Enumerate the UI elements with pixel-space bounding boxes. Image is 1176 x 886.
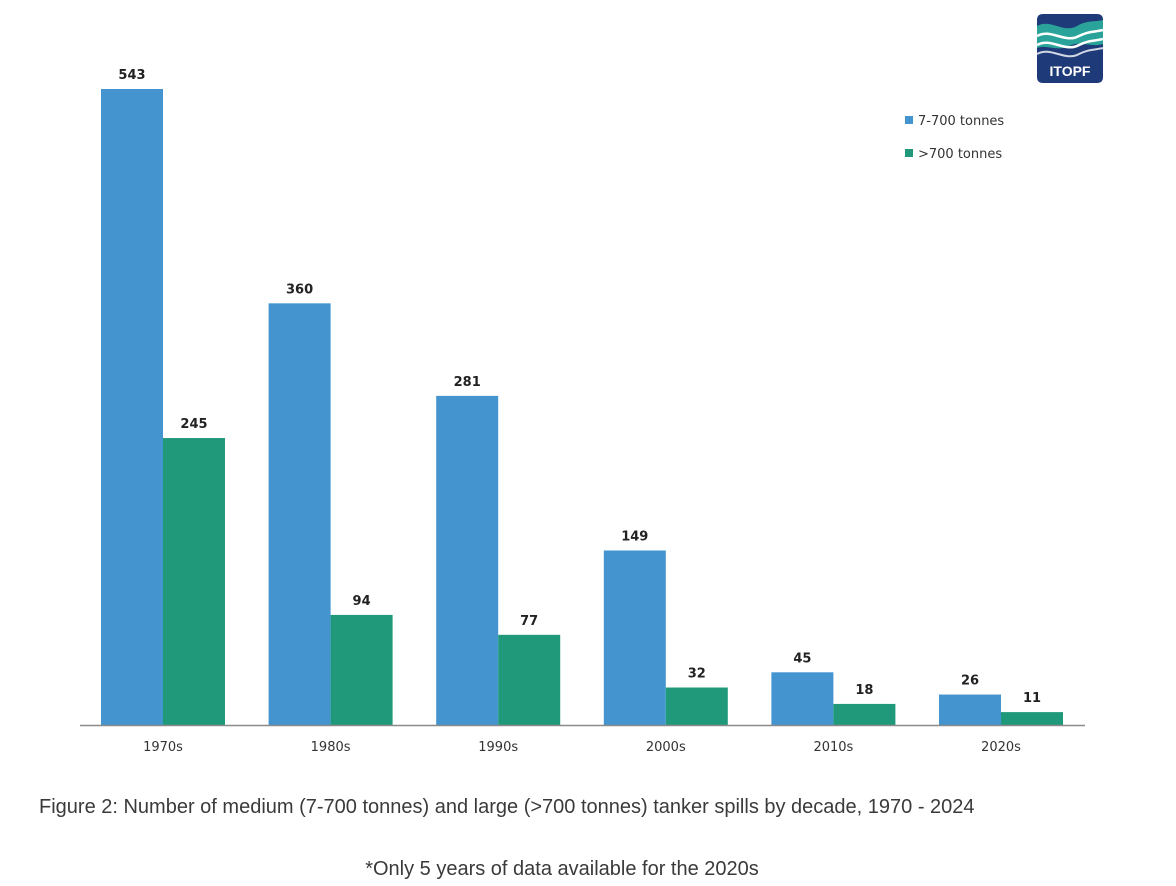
data-label-medium-2000s: 149 [621, 529, 648, 544]
data-label-medium-2010s: 45 [793, 651, 811, 666]
x-tick-label-2000s: 2000s [646, 740, 686, 755]
logo-wave-light-1 [1037, 28, 1103, 40]
itopf-logo: ITOPF [1037, 14, 1103, 83]
bar-large-1980s [330, 614, 393, 725]
legend-swatch-large [905, 149, 913, 157]
legend-label-large: >700 tonnes [918, 147, 1002, 162]
data-label-large-2020s: 11 [1023, 691, 1041, 706]
bar-medium-2000s [603, 550, 666, 725]
figure-caption: Figure 2: Number of medium (7-700 tonnes… [39, 796, 975, 818]
data-label-medium-1990s: 281 [454, 375, 481, 390]
bar-large-2020s [1001, 712, 1063, 725]
logo-text: ITOPF [1050, 63, 1091, 79]
x-tick-label-2010s: 2010s [813, 740, 853, 755]
bar-large-1990s [498, 634, 561, 725]
chart: 543 245 1970s 360 94 1980s 281 77 1990s 149 32 2000… [80, 68, 1085, 755]
bar-large-2010s [833, 703, 896, 725]
bar-medium-1980s [268, 303, 331, 725]
data-label-medium-1980s: 360 [286, 282, 313, 297]
x-tick-label-1970s: 1970s [143, 740, 183, 755]
data-label-large-2010s: 18 [855, 683, 873, 698]
bar-medium-1970s [101, 89, 163, 725]
data-label-large-1980s: 94 [353, 594, 371, 609]
bar-large-1970s [163, 438, 225, 725]
logo-wave-light-2 [1037, 37, 1103, 49]
x-tick-label-1980s: 1980s [311, 740, 351, 755]
legend-swatch-medium [905, 116, 913, 124]
bar-medium-2010s [771, 672, 834, 725]
legend-label-medium: 7-700 tonnes [918, 114, 1004, 129]
data-label-medium-1970s: 543 [118, 68, 145, 83]
x-tick-label-1990s: 1990s [478, 740, 518, 755]
data-label-large-1990s: 77 [520, 614, 538, 629]
bar-medium-2020s [939, 694, 1001, 725]
data-label-large-2000s: 32 [688, 667, 706, 682]
data-label-large-1970s: 245 [180, 417, 207, 432]
logo-wave-light-3 [1037, 47, 1103, 58]
x-tick-label-2020s: 2020s [981, 740, 1021, 755]
bar-medium-1990s [436, 395, 499, 725]
data-label-medium-2020s: 26 [961, 674, 979, 689]
figure-note: *Only 5 years of data available for the … [365, 858, 759, 880]
bar-large-2000s [665, 687, 728, 725]
